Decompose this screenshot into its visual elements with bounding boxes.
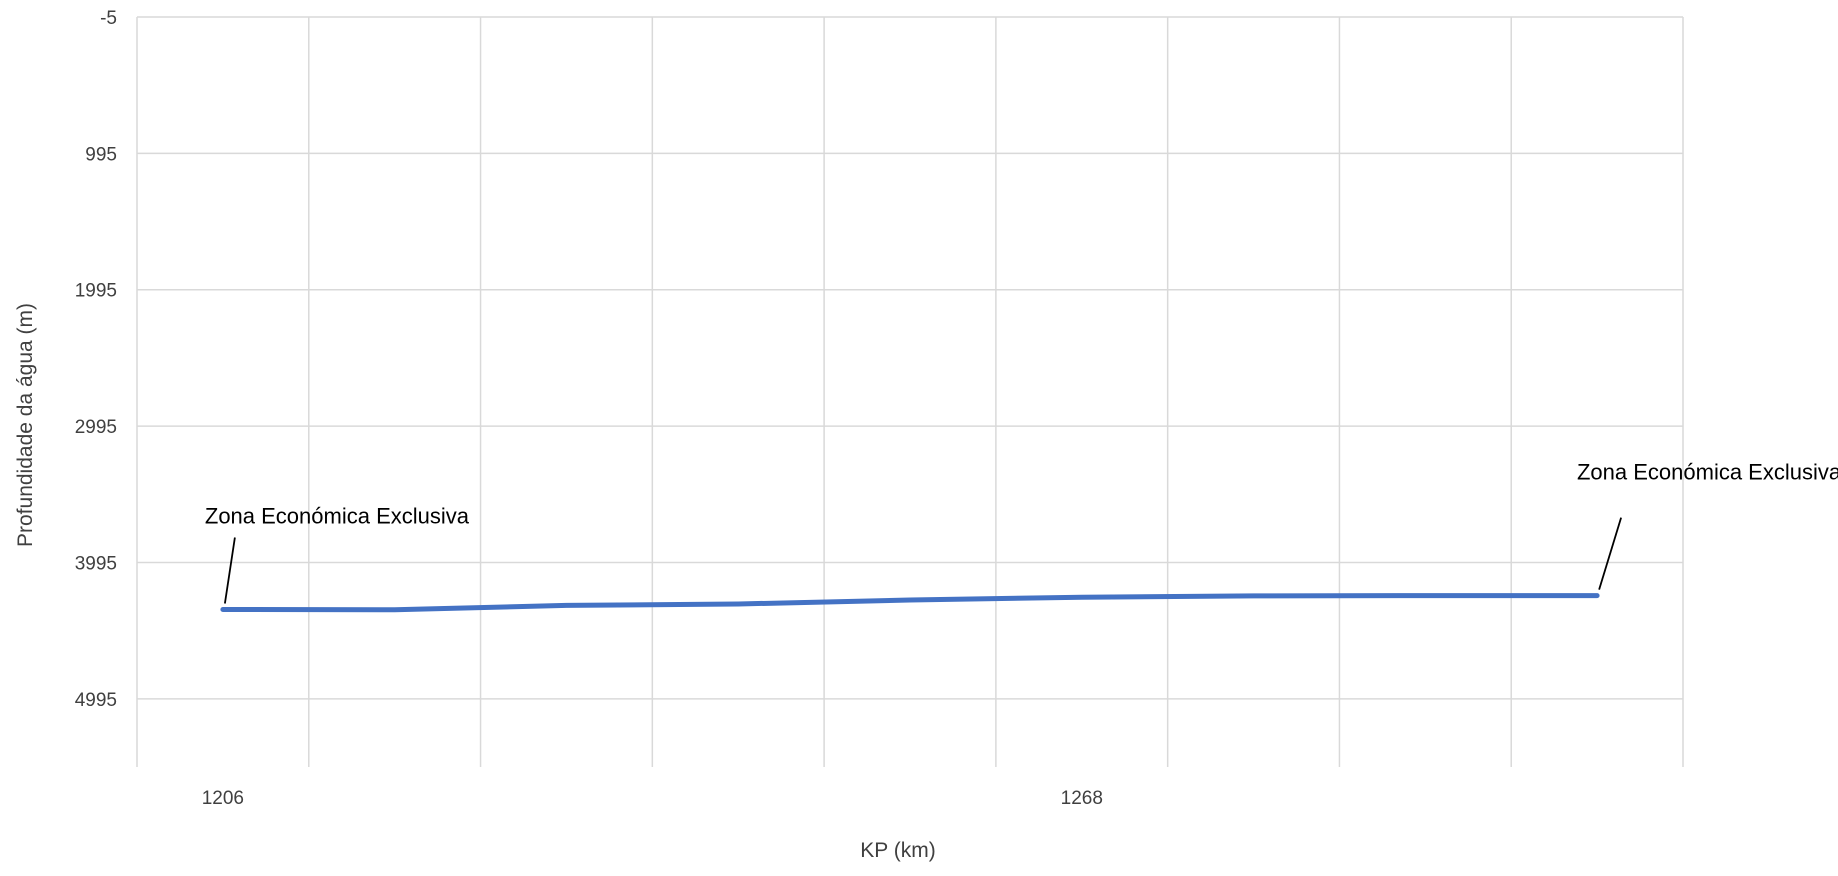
y-tick-label: 995	[85, 144, 117, 165]
annotation-leader-line	[225, 538, 235, 604]
annotation-layer: Zona Económica Exclusiva Zona Económica E…	[205, 460, 1838, 604]
x-tick-label: 1268	[1061, 788, 1103, 809]
y-axis-title: Profundidade da água (m)	[14, 303, 37, 547]
y-tick-label: 2995	[75, 417, 117, 438]
x-axis-title: KP (km)	[860, 839, 935, 862]
y-tick-label: -5	[100, 8, 117, 29]
y-tick-label: 1995	[75, 281, 117, 302]
x-tick-label: 1206	[202, 788, 244, 809]
annotation-leader-line	[1599, 518, 1621, 590]
annotation-label: Zona Económica Exclusiva	[205, 504, 470, 529]
series-layer	[223, 595, 1597, 609]
series-line	[223, 596, 1597, 610]
y-tick-label: 3995	[75, 553, 117, 574]
label-layer: -5 995 1995 2995 3995 4995 1206 1268	[75, 8, 1103, 809]
annotation-label: Zona Económica Exclusiva	[1577, 460, 1838, 485]
y-tick-label: 4995	[75, 690, 117, 711]
grid-layer	[137, 17, 1683, 767]
